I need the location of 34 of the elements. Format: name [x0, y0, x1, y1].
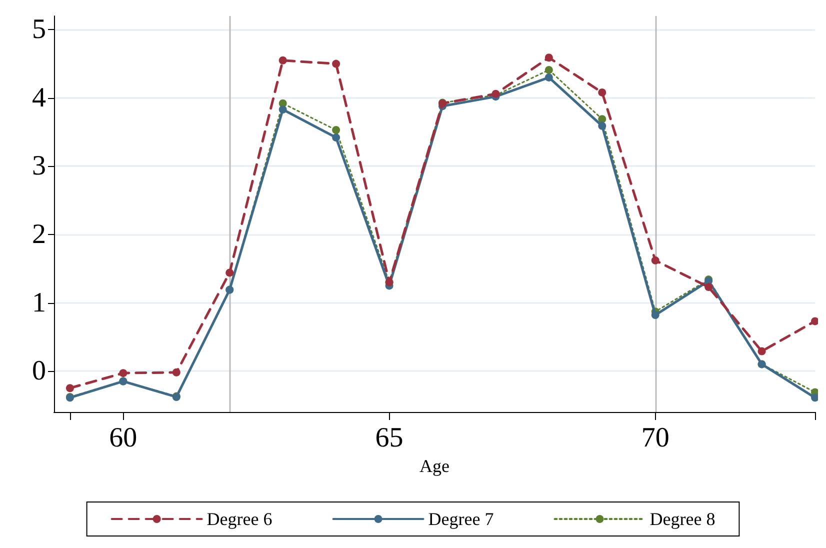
- point: [598, 88, 606, 96]
- point: [332, 134, 340, 142]
- y-tick-label: 2: [32, 218, 46, 250]
- legend-label: Degree 6: [206, 509, 272, 529]
- y-tick-label: 5: [32, 14, 46, 46]
- point: [66, 384, 74, 392]
- legend-label: Degree 8: [650, 509, 716, 529]
- point: [278, 56, 287, 64]
- point: [598, 122, 606, 130]
- point: [332, 60, 340, 68]
- x-axis-title: Age: [420, 456, 450, 476]
- point: [651, 311, 660, 320]
- point: [544, 73, 553, 82]
- point: [226, 268, 234, 277]
- x-tick-label: 60: [109, 422, 138, 454]
- legend-label: Degree 7: [428, 509, 494, 529]
- point: [332, 126, 340, 134]
- point: [172, 368, 180, 376]
- point: [651, 256, 660, 264]
- point: [811, 394, 818, 402]
- y-tick-label: 0: [32, 356, 46, 387]
- point: [704, 283, 713, 292]
- point: [278, 106, 287, 114]
- y-tick-label: 4: [32, 82, 46, 114]
- point: [119, 369, 128, 378]
- point: [598, 115, 606, 124]
- y-tick-label: 1: [32, 287, 46, 318]
- y-tick-label: 3: [32, 150, 46, 182]
- point: [811, 317, 818, 326]
- point: [758, 347, 766, 356]
- point: [544, 66, 553, 74]
- x-tick-label: 70: [641, 422, 670, 454]
- x-tick-label: 65: [375, 422, 404, 454]
- point: [544, 54, 553, 62]
